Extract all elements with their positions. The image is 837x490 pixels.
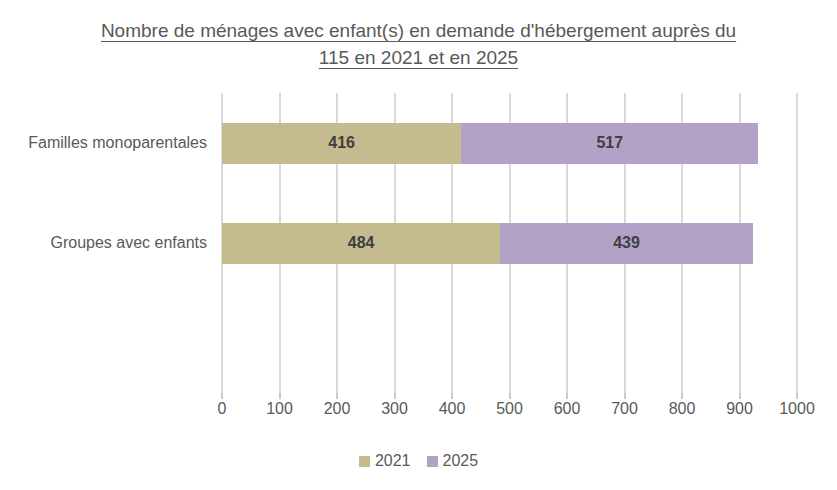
legend-swatch-2021 — [359, 456, 370, 467]
legend-label: 2021 — [375, 452, 411, 470]
bar-value-label: 517 — [596, 134, 623, 152]
axis-tick — [681, 393, 683, 399]
axis-tick — [739, 393, 741, 399]
legend-item-2025: 2025 — [427, 452, 479, 470]
x-axis-tick-label: 200 — [324, 400, 351, 418]
category-label: Groupes avec enfants — [0, 234, 207, 252]
axis-tick — [624, 393, 626, 399]
axis-tick — [221, 393, 223, 399]
x-axis-tick-label: 1000 — [779, 400, 815, 418]
chart-title-line2: 115 en 2021 et en 2025 — [0, 44, 837, 71]
axis-tick — [336, 393, 338, 399]
axis-tick — [509, 393, 511, 399]
x-axis-tick-label: 900 — [726, 400, 753, 418]
legend-item-2021: 2021 — [359, 452, 411, 470]
x-axis-tick-label: 300 — [381, 400, 408, 418]
x-axis-tick-label: 100 — [266, 400, 293, 418]
bar-segment-2025: 517 — [461, 123, 758, 164]
axis-tick — [279, 393, 281, 399]
stacked-bar-chart: Nombre de ménages avec enfant(s) en dema… — [0, 0, 837, 490]
axis-tick — [796, 393, 798, 399]
gridline — [796, 93, 798, 393]
bar-value-label: 439 — [613, 234, 640, 252]
x-axis-tick-label: 800 — [669, 400, 696, 418]
bar-segment-2021: 416 — [222, 123, 461, 164]
axis-tick — [566, 393, 568, 399]
bar-segment-2025: 439 — [500, 223, 752, 264]
bar-value-label: 484 — [348, 234, 375, 252]
x-axis-tick-label: 0 — [218, 400, 227, 418]
axis-tick — [394, 393, 396, 399]
legend-swatch-2025 — [427, 456, 438, 467]
bar-segment-2021: 484 — [222, 223, 500, 264]
bar-value-label: 416 — [328, 134, 355, 152]
legend: 2021 2025 — [0, 452, 837, 470]
x-axis-tick-label: 500 — [496, 400, 523, 418]
x-axis-tick-label: 700 — [611, 400, 638, 418]
chart-title: Nombre de ménages avec enfant(s) en dema… — [0, 17, 837, 71]
x-axis-tick-label: 600 — [554, 400, 581, 418]
axis-tick — [451, 393, 453, 399]
chart-title-line1: Nombre de ménages avec enfant(s) en dema… — [101, 17, 736, 44]
category-label: Familles monoparentales — [0, 134, 207, 152]
legend-label: 2025 — [443, 452, 479, 470]
x-axis-tick-label: 400 — [439, 400, 466, 418]
